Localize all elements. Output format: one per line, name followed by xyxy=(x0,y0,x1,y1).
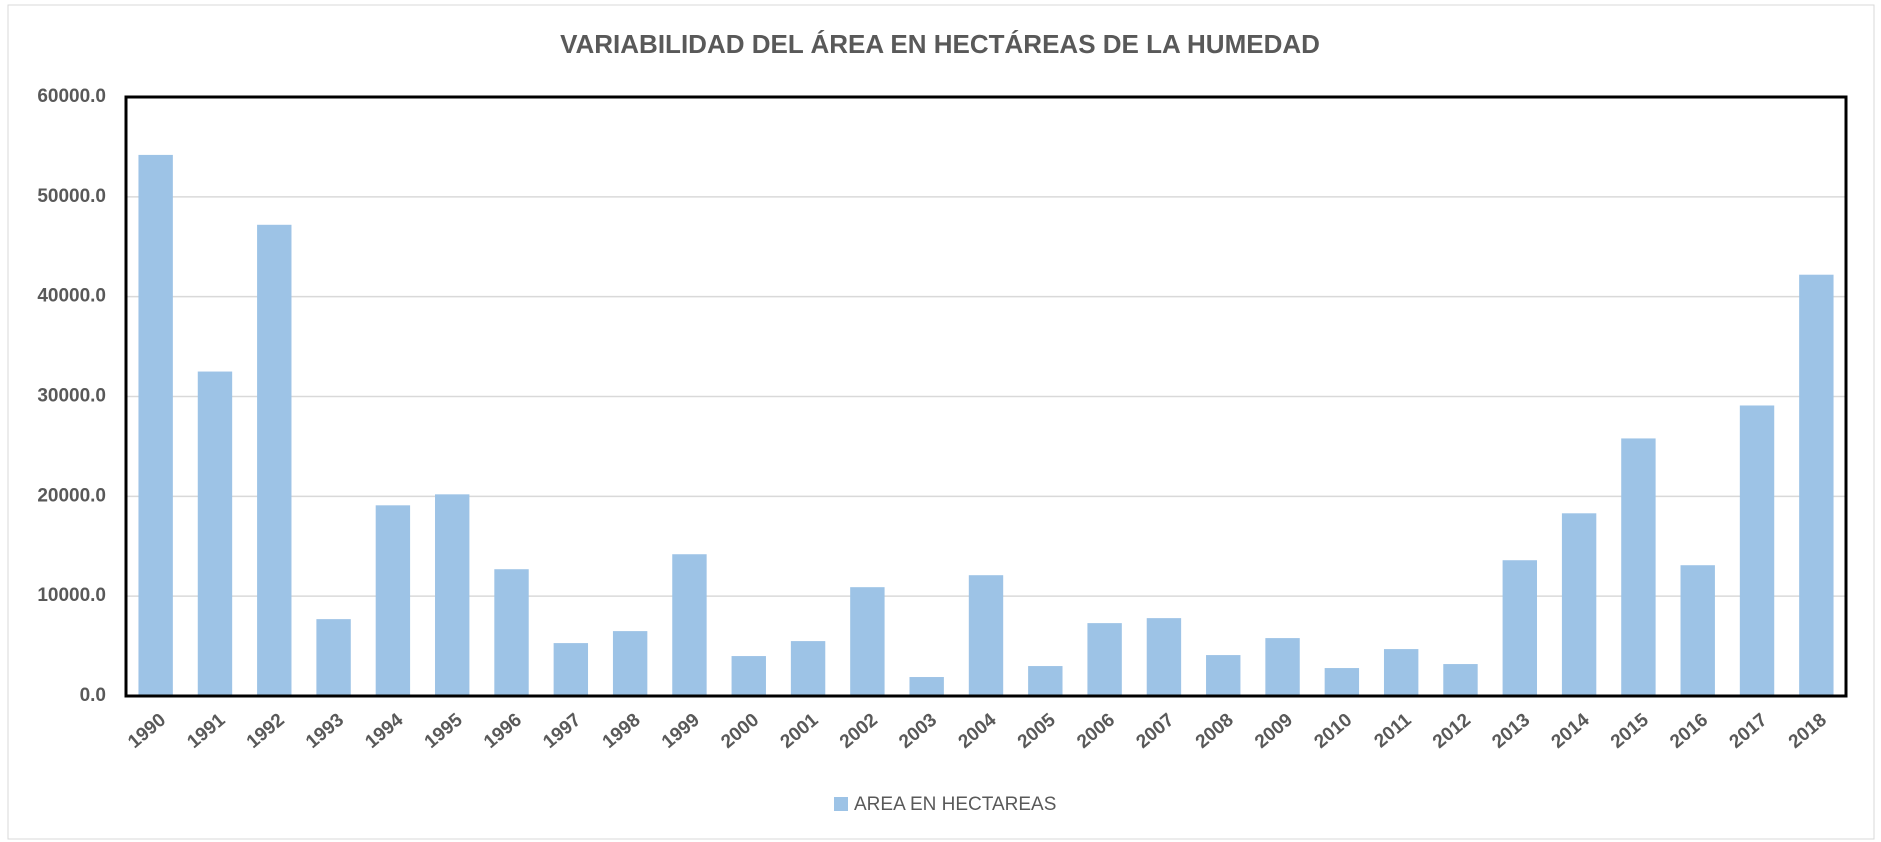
bar xyxy=(790,641,826,696)
bar xyxy=(1680,565,1715,696)
bar xyxy=(1799,274,1834,696)
bar xyxy=(909,677,944,696)
chart-frame xyxy=(7,4,1875,840)
bar xyxy=(435,494,470,696)
y-tick-label: 0.0 xyxy=(80,685,106,706)
plot-border xyxy=(124,95,1848,698)
y-tick-label: 20000.0 xyxy=(37,485,106,506)
bar xyxy=(612,631,648,696)
bar xyxy=(197,371,233,696)
bar xyxy=(731,656,766,696)
bar xyxy=(316,619,351,696)
bar xyxy=(1087,623,1122,696)
bar xyxy=(1443,664,1478,696)
y-tick-label: 60000.0 xyxy=(37,86,106,107)
bar xyxy=(1146,618,1182,696)
bar xyxy=(1739,405,1775,696)
bar xyxy=(1383,649,1419,696)
legend-marker xyxy=(834,797,848,811)
legend-label: AREA EN HECTAREAS xyxy=(854,794,1056,815)
bar xyxy=(672,554,707,696)
bar xyxy=(257,224,292,696)
bar xyxy=(968,575,1004,696)
bar xyxy=(1621,438,1656,696)
y-tick-label: 50000.0 xyxy=(37,186,106,207)
y-tick-label: 10000.0 xyxy=(37,585,106,606)
bar xyxy=(138,154,173,697)
bar xyxy=(553,643,589,696)
bar xyxy=(375,505,411,696)
bar xyxy=(1028,666,1063,696)
bar xyxy=(850,587,885,696)
bar xyxy=(1324,668,1360,696)
bar xyxy=(1206,655,1241,696)
bar xyxy=(1265,638,1300,696)
bar xyxy=(1502,560,1537,696)
y-tick-label: 40000.0 xyxy=(37,286,106,307)
y-tick-label: 30000.0 xyxy=(37,386,106,407)
bar xyxy=(1561,513,1597,696)
bar xyxy=(494,569,529,696)
chart-title: VARIABILIDAD DEL ÁREA EN HECTÁREAS DE LA… xyxy=(560,29,1320,59)
